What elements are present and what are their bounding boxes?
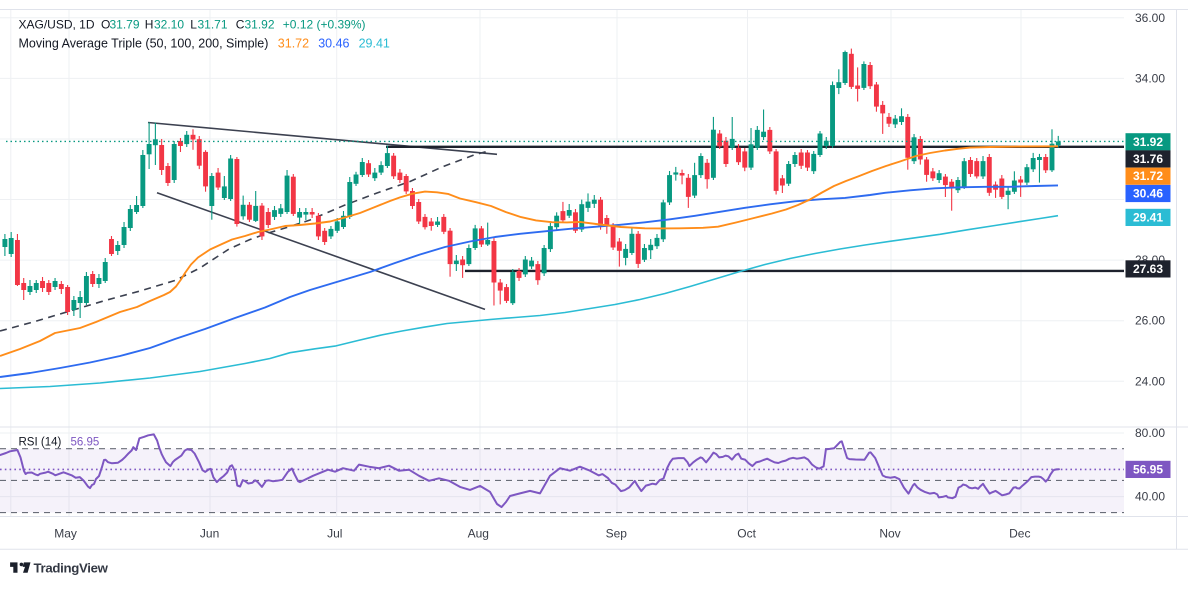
- svg-text:+0.12 (+0.39%): +0.12 (+0.39%): [283, 18, 366, 32]
- svg-text:31.92: 31.92: [245, 18, 275, 32]
- svg-text:C: C: [236, 18, 245, 32]
- svg-text:O: O: [101, 18, 110, 32]
- svg-text:56.95: 56.95: [71, 437, 100, 449]
- svg-text:31.72: 31.72: [278, 37, 309, 51]
- svg-text:31.92: 31.92: [1133, 135, 1163, 149]
- svg-text:31.72: 31.72: [1133, 169, 1163, 183]
- svg-text:32.10: 32.10: [154, 18, 184, 32]
- svg-text:L: L: [190, 18, 197, 32]
- svg-text:Moving Average Triple (50, 100: Moving Average Triple (50, 100, 200, Sim…: [19, 37, 269, 51]
- svg-text:80.00: 80.00: [1135, 426, 1165, 440]
- svg-text:Jun: Jun: [200, 527, 219, 541]
- svg-text:24.00: 24.00: [1135, 374, 1165, 388]
- svg-text:40.00: 40.00: [1135, 490, 1165, 504]
- svg-text:34.00: 34.00: [1135, 71, 1165, 85]
- svg-text:31.71: 31.71: [198, 18, 228, 32]
- svg-text:31.76: 31.76: [1133, 152, 1163, 166]
- svg-text:Aug: Aug: [468, 527, 489, 541]
- svg-text:Sep: Sep: [606, 527, 628, 541]
- svg-text:May: May: [54, 527, 77, 541]
- svg-text:Oct: Oct: [737, 527, 756, 541]
- svg-text:30.46: 30.46: [1133, 187, 1163, 201]
- svg-text:Dec: Dec: [1009, 527, 1030, 541]
- svg-text:29.41: 29.41: [359, 37, 390, 51]
- svg-text:Jul: Jul: [327, 527, 342, 541]
- svg-text:56.95: 56.95: [1133, 462, 1163, 476]
- svg-text:RSI (14): RSI (14): [19, 437, 62, 449]
- svg-text:Nov: Nov: [879, 527, 900, 541]
- svg-text:31.79: 31.79: [110, 18, 140, 32]
- svg-text:30.46: 30.46: [318, 37, 349, 51]
- svg-text:TradingView: TradingView: [34, 560, 109, 575]
- svg-text:29.41: 29.41: [1133, 210, 1163, 224]
- svg-text:26.00: 26.00: [1135, 314, 1165, 328]
- svg-text:XAG/USD, 1D: XAG/USD, 1D: [19, 18, 95, 32]
- svg-text:27.63: 27.63: [1133, 262, 1163, 276]
- svg-text:H: H: [145, 18, 154, 32]
- svg-text:36.00: 36.00: [1135, 11, 1165, 25]
